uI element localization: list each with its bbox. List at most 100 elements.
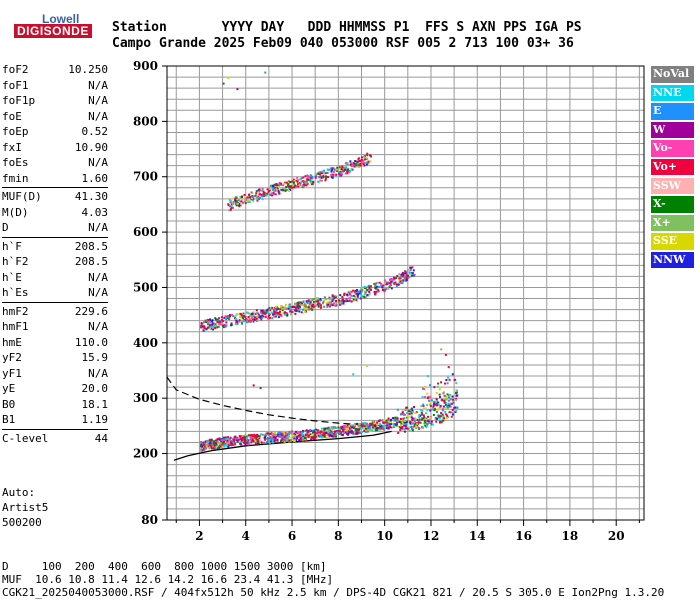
echo-point	[347, 168, 350, 171]
echo-point	[243, 440, 246, 443]
echo-point-stray	[435, 398, 438, 401]
echo-point	[228, 315, 231, 318]
echo-point	[292, 178, 295, 181]
echo-point	[354, 292, 357, 295]
echo-point	[386, 427, 389, 430]
echo-point	[378, 420, 381, 423]
param-name: h`E	[2, 270, 22, 284]
echo-point	[402, 272, 405, 275]
echo-point	[201, 445, 204, 448]
echo-point	[269, 189, 272, 192]
echo-point	[264, 436, 267, 439]
param-row: C-level 44	[2, 431, 108, 447]
echo-point	[290, 311, 293, 314]
echo-point	[242, 320, 245, 323]
echo-point	[300, 311, 303, 314]
echo-point	[242, 201, 245, 204]
echo-point	[298, 178, 301, 181]
echo-point	[317, 429, 320, 432]
echo-point	[216, 438, 219, 441]
echo-point	[218, 322, 221, 325]
echo-point	[217, 325, 220, 328]
echo-point	[297, 183, 300, 186]
echo-point	[423, 416, 426, 419]
echo-point	[325, 298, 328, 301]
echo-point	[220, 316, 223, 319]
echo-point	[288, 436, 291, 439]
x-tick-label: 18	[562, 529, 579, 543]
echo-point	[285, 181, 288, 184]
echo-point	[296, 302, 299, 305]
echo-point	[305, 303, 308, 306]
legend-item-nne: NNE	[651, 84, 694, 102]
echo-point	[297, 185, 300, 188]
echo-point	[335, 170, 338, 173]
echo-point	[346, 293, 349, 296]
echo-point	[267, 308, 270, 311]
echo-point	[232, 201, 235, 204]
echo-point	[436, 399, 439, 402]
echo-point	[301, 308, 304, 311]
echo-point	[253, 433, 256, 436]
echo-point	[436, 411, 439, 414]
echo-point	[303, 180, 306, 183]
echo-point	[382, 424, 385, 427]
echo-point	[340, 302, 343, 305]
param-row: foEs N/A	[2, 155, 108, 171]
echo-point	[269, 193, 272, 196]
echo-point	[329, 304, 332, 307]
echo-point	[246, 439, 249, 442]
echo-point	[409, 266, 412, 269]
echo-point	[318, 302, 321, 305]
echo-point	[276, 313, 279, 316]
echo-point	[334, 433, 337, 436]
echo-point	[311, 308, 314, 311]
echo-point	[317, 300, 320, 303]
echo-point	[387, 420, 390, 423]
echo-point	[309, 176, 312, 179]
echo-point	[414, 418, 417, 421]
echo-point	[418, 426, 421, 429]
echo-point	[408, 429, 411, 432]
echo-point	[360, 294, 363, 297]
echo-point	[288, 303, 291, 306]
echo-point	[275, 183, 278, 186]
echo-point	[261, 198, 264, 201]
echo-point	[342, 427, 345, 430]
legend-item-sse: SSE	[651, 233, 694, 250]
echo-point	[273, 315, 276, 318]
echo-point	[290, 308, 293, 311]
echo-point	[201, 325, 204, 328]
echo-point	[385, 419, 388, 422]
echo-point	[307, 178, 310, 181]
echo-point	[266, 440, 269, 443]
param-name: h`F2	[2, 255, 29, 268]
echo-point	[202, 443, 205, 446]
echo-point	[344, 300, 347, 303]
echo-point	[328, 433, 331, 436]
echo-point	[435, 402, 438, 405]
echo-point	[437, 401, 440, 404]
echo-point	[254, 439, 257, 442]
echo-point	[221, 445, 224, 448]
echo-point	[353, 424, 356, 427]
echo-point	[251, 316, 254, 319]
echo-point	[363, 155, 366, 158]
y-tick-label: 400	[133, 336, 158, 350]
echo-point-stray	[352, 373, 355, 376]
header-line-1: Station YYYY DAY DDD HHMMSS P1 FFS S AXN…	[112, 20, 582, 35]
echo-point	[259, 189, 262, 192]
echo-point	[316, 298, 319, 301]
echo-point	[324, 179, 327, 182]
echo-point	[368, 426, 371, 429]
param-value: 10.250	[68, 63, 108, 76]
echo-point	[249, 314, 252, 317]
echo-point	[277, 191, 280, 194]
echo-point	[268, 192, 271, 195]
echo-point	[354, 290, 357, 293]
echo-point	[263, 193, 266, 196]
echo-point	[328, 296, 331, 299]
echo-point	[206, 319, 209, 322]
echo-point	[247, 199, 250, 202]
echo-point	[286, 439, 289, 442]
